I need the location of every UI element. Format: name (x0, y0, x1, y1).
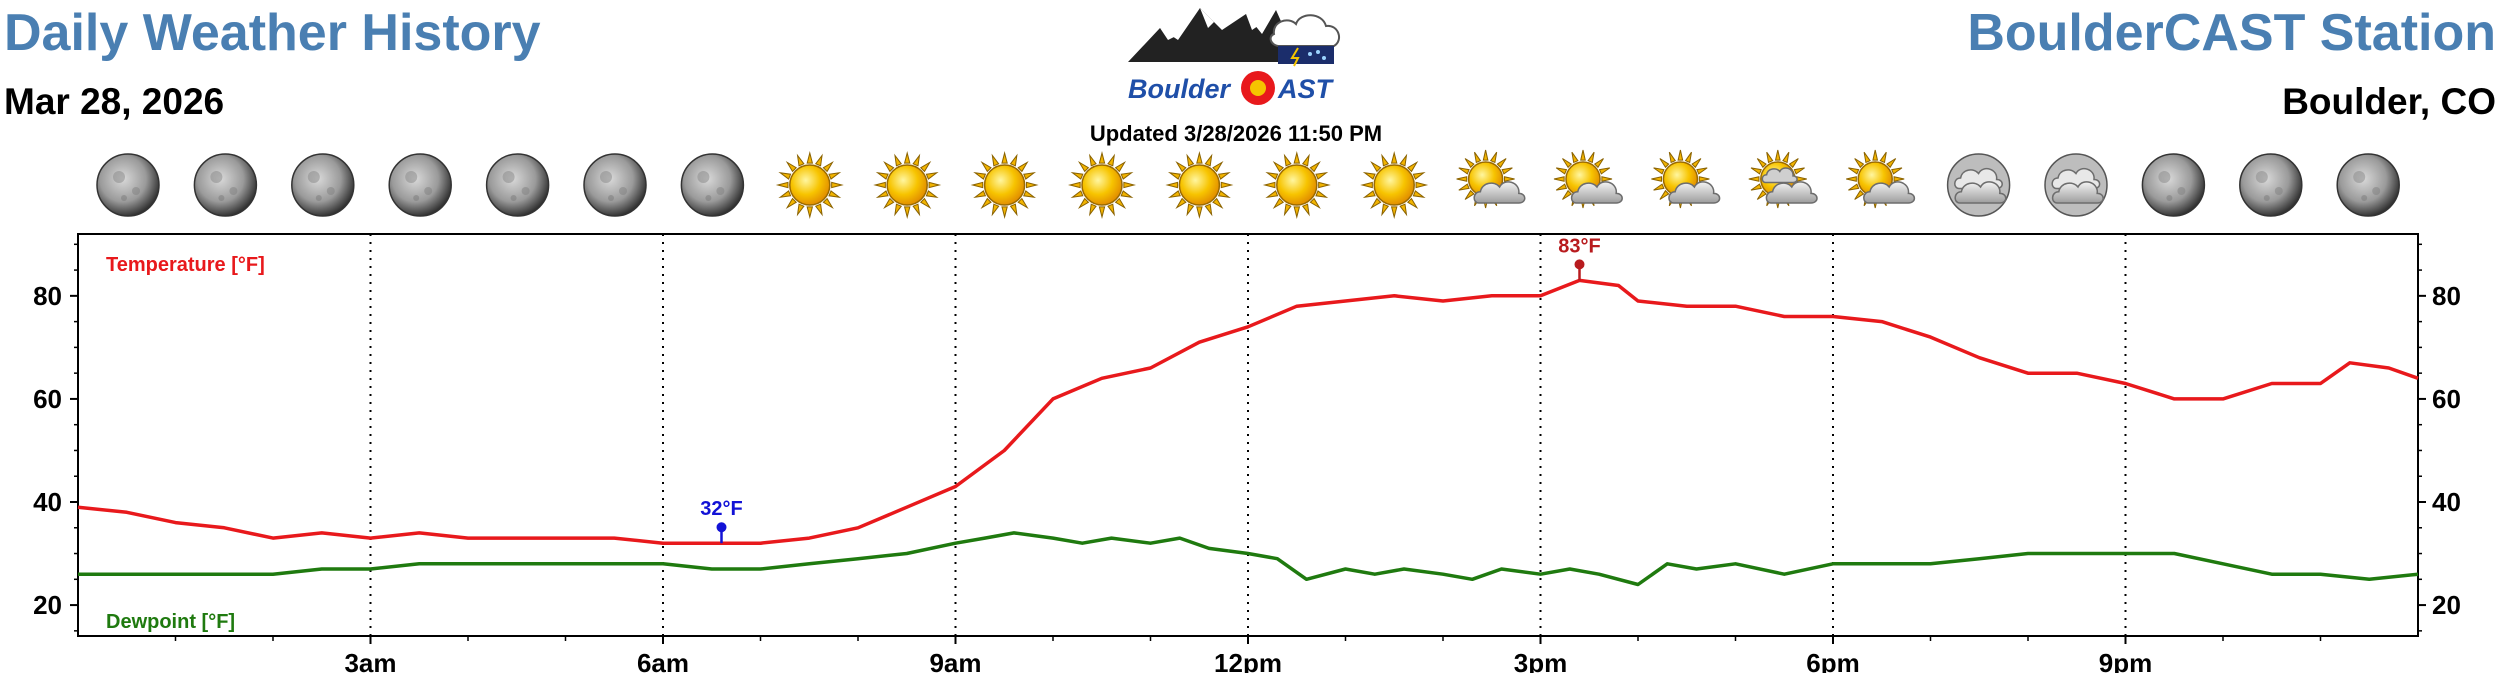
station-title: BoulderCAST Station (1967, 4, 2496, 62)
y-tick-label-left: 60 (33, 384, 62, 414)
y-tick-label-left: 40 (33, 487, 62, 517)
sun-cloud-icon (1553, 149, 1623, 209)
updated-timestamp: Updated 3/28/2026 11:50 PM (1090, 121, 1382, 146)
temperature-series-line (77, 278, 2419, 545)
y-tick-label-left: 20 (33, 590, 62, 620)
sun-icon (970, 151, 1039, 219)
sun-icon (1262, 151, 1331, 219)
x-tick-label: 9pm (2099, 648, 2152, 673)
cloud-overcast-icon (2044, 153, 2108, 217)
x-tick-label: 3am (344, 648, 396, 673)
date-label: Mar 28, 2026 (4, 81, 224, 122)
logo-word-right: AST (1277, 74, 1335, 104)
y-tick-label-right: 60 (2432, 384, 2461, 414)
x-tick-label: 6pm (1806, 648, 1859, 673)
sun-cloud-rain-icon (1748, 149, 1818, 209)
dewpoint-series-line (78, 531, 2419, 587)
page-title: Daily Weather History (4, 4, 541, 62)
x-tick-label: 6am (637, 648, 689, 673)
x-tick-label: 3pm (1514, 648, 1567, 673)
max-marker-dot (1574, 259, 1585, 270)
moon-icon (583, 153, 647, 217)
moon-icon (2141, 153, 2206, 217)
sun-cloud-icon (1456, 149, 1526, 209)
y-tick-label-right: 40 (2432, 487, 2461, 517)
sun-icon (1068, 151, 1136, 219)
moon-icon (388, 153, 452, 217)
cloud-overcast-icon (1946, 153, 2011, 217)
temperature-legend-label: Temperature [°F] (106, 254, 265, 276)
logo-word-left: Boulder (1128, 74, 1231, 104)
temperature-dewpoint-chart: 20 40 60 80 20 40 60 80 3am 6am 9am 12pm 3pm 6pm 9pm… (33, 233, 2461, 673)
moon-icon (291, 153, 355, 217)
y-tick-label-right: 80 (2432, 281, 2461, 311)
sun-cloud-icon (1846, 149, 1916, 209)
sun-icon (873, 151, 942, 219)
sky-icon-row (96, 149, 2400, 219)
min-temperature-label: 32°F (700, 498, 742, 520)
sun-icon (1360, 151, 1429, 219)
moon-icon (96, 153, 160, 217)
min-marker-dot (716, 522, 727, 533)
sun-icon (775, 151, 844, 219)
y-tick-label-right: 20 (2432, 590, 2461, 620)
dewpoint-legend-label: Dewpoint [°F] (106, 611, 235, 633)
moon-icon (2239, 153, 2303, 217)
moon-icon (2336, 153, 2400, 217)
sun-cloud-icon (1651, 149, 1721, 209)
moon-icon (193, 153, 258, 217)
sun-icon (1165, 151, 1234, 219)
moon-icon (485, 153, 550, 217)
x-tick-label: 9am (929, 648, 981, 673)
y-tick-label-left: 80 (33, 281, 62, 311)
moon-icon (680, 153, 745, 217)
x-tick-label: 12pm (1214, 648, 1282, 673)
bouldercast-logo: Boulder AST (1128, 8, 1341, 105)
max-temperature-label: 83°F (1558, 235, 1600, 257)
location-label: Boulder, CO (2282, 81, 2496, 122)
